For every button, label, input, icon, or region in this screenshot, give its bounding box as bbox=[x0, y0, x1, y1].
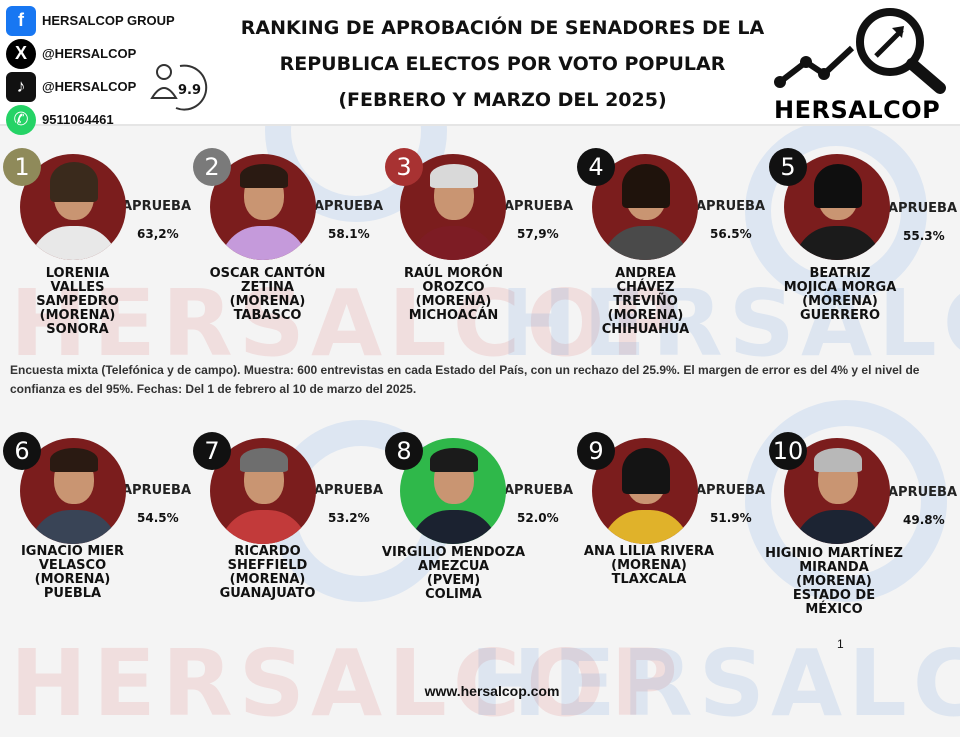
rank-badge: 2 bbox=[193, 148, 231, 186]
approval-label: APRUEBA bbox=[696, 483, 766, 498]
tiktok-handle: @HERSALCOP bbox=[42, 79, 137, 94]
title-line: (FEBRERO Y MARZO DEL 2025) bbox=[338, 89, 667, 111]
approval-percentage: 57,9% bbox=[517, 227, 559, 241]
approval-label: APRUEBA bbox=[314, 199, 384, 214]
approval-label: APRUEBA bbox=[504, 483, 574, 498]
methodology-note: Encuesta mixta (Telefónica y de campo). … bbox=[10, 363, 920, 396]
rank-badge: 1 bbox=[3, 148, 41, 186]
approval-label: APRUEBA bbox=[122, 199, 192, 214]
approval-label: APRUEBA bbox=[888, 485, 958, 500]
approval-percentage: 56.5% bbox=[710, 227, 752, 241]
candidate-name: HIGINIO MARTÍNEZ MIRANDA (MORENA) ESTADO DE… bbox=[765, 546, 903, 617]
title-line: RANKING DE APROBACIÓN DE SENADORES DE LA bbox=[240, 17, 765, 39]
rank-badge: 10 bbox=[769, 432, 807, 470]
social-links: f HERSALCOP GROUP X @HERSALCOP ♪ @HERSAL… bbox=[6, 4, 175, 136]
rank-badge: 7 bbox=[193, 432, 231, 470]
whatsapp-icon: ✆ bbox=[6, 104, 36, 135]
approval-label: APRUEBA bbox=[696, 199, 766, 214]
hersalcop-logo: HERSALCOP bbox=[772, 4, 952, 124]
facebook-icon: f bbox=[6, 5, 36, 36]
website-link[interactable]: www.hersalcop.com bbox=[424, 683, 560, 699]
magnifier-chart-icon bbox=[774, 8, 946, 94]
approval-percentage: 49.8% bbox=[903, 513, 945, 527]
candidate-card: 6 APRUEBA 54.5% IGNACIO MIER VELASCO (MORE… bbox=[0, 424, 192, 624]
candidate-name: LORENIA VALLES SAMPEDRO (MORENA) SONORA bbox=[36, 266, 119, 337]
tiktok-icon: ♪ bbox=[6, 71, 36, 102]
candidate-card: 2 APRUEBA 58.1% OSCAR CANTÓN ZETINA (MOREN… bbox=[190, 140, 384, 340]
approval-percentage: 52.0% bbox=[517, 511, 559, 525]
candidate-name: ANDREA CHÁVEZ TREVIÑO (MORENA) CHIHUAHUA bbox=[601, 266, 690, 337]
x-icon: X bbox=[6, 38, 36, 69]
social-row-tiktok[interactable]: ♪ @HERSALCOP bbox=[6, 70, 175, 103]
rank-badge: 5 bbox=[769, 148, 807, 186]
candidate-card: 9 APRUEBA 51.9% ANA LILIA RIVERA (MORENA)… bbox=[574, 424, 766, 624]
candidate-name: VIRGILIO MENDOZA AMEZCUA (PVEM) COLIMA bbox=[381, 545, 526, 602]
rank-badge: 9 bbox=[577, 432, 615, 470]
logo-text: HERSALCOP bbox=[774, 96, 941, 124]
rank-badge: 4 bbox=[577, 148, 615, 186]
approval-label: APRUEBA bbox=[504, 199, 574, 214]
candidate-card: 3 APRUEBA 57,9% RAÚL MORÓN OROZCO (MORENA)… bbox=[382, 140, 574, 340]
candidate-photo bbox=[400, 154, 506, 260]
header: f HERSALCOP GROUP X @HERSALCOP ♪ @HERSAL… bbox=[0, 0, 960, 135]
approval-percentage: 63,2% bbox=[137, 227, 179, 241]
candidate-card: 1 APRUEBA 63,2% LORENIA VALLES SAMPEDRO (MO… bbox=[0, 140, 192, 340]
approval-percentage: 53.2% bbox=[328, 511, 370, 525]
badge-value: 9.9 bbox=[178, 83, 201, 98]
x-handle: @HERSALCOP bbox=[42, 46, 137, 61]
whatsapp-number: 9511064461 bbox=[42, 112, 114, 127]
page-title: RANKING DE APROBACIÓN DE SENADORES DE LA… bbox=[210, 10, 795, 118]
social-row-x[interactable]: X @HERSALCOP bbox=[6, 37, 175, 70]
candidate-card: 5 APRUEBA 55.3% BEATRIZ MOJICA MORGA (MORE… bbox=[766, 140, 958, 340]
candidate-card: 10 APRUEBA 49.8% HIGINIO MARTÍNEZ MIRANDA… bbox=[765, 424, 958, 624]
rank-badge: 6 bbox=[3, 432, 41, 470]
candidate-card: 7 APRUEBA 53.2% RICARDO SHEFFIELD (MORENA)… bbox=[190, 424, 384, 624]
facebook-handle: HERSALCOP GROUP bbox=[42, 13, 175, 28]
candidate-name: OSCAR CANTÓN ZETINA (MORENA) TABASCO bbox=[209, 266, 326, 323]
candidate-name: RAÚL MORÓN OROZCO (MORENA) MICHOACÁN bbox=[404, 266, 503, 323]
approval-percentage: 51.9% bbox=[710, 511, 752, 525]
approval-label: APRUEBA bbox=[888, 201, 958, 216]
approval-percentage: 55.3% bbox=[903, 229, 945, 243]
approval-label: APRUEBA bbox=[314, 483, 384, 498]
candidate-name: IGNACIO MIER VELASCO (MORENA) PUEBLA bbox=[20, 544, 125, 601]
candidate-name: BEATRIZ MOJICA MORGA (MORENA) GUERRERO bbox=[783, 266, 897, 323]
page-number: 1 bbox=[837, 637, 844, 651]
social-row-facebook[interactable]: f HERSALCOP GROUP bbox=[6, 4, 175, 37]
rating-badge-icon: 9.9 bbox=[150, 64, 208, 111]
rank-badge: 8 bbox=[385, 432, 423, 470]
candidate-card: 4 APRUEBA 56.5% ANDREA CHÁVEZ TREVIÑO (MORE… bbox=[574, 140, 766, 340]
candidate-photo bbox=[784, 438, 890, 544]
candidate-photo bbox=[592, 438, 698, 544]
approval-percentage: 54.5% bbox=[137, 511, 179, 525]
social-row-whatsapp[interactable]: ✆ 9511064461 bbox=[6, 103, 175, 136]
title-line: REPUBLICA ELECTOS POR VOTO POPULAR bbox=[279, 53, 726, 75]
approval-label: APRUEBA bbox=[122, 483, 192, 498]
candidate-card: 8 APRUEBA 52.0% VIRGILIO MENDOZA AMEZCUA(… bbox=[382, 424, 574, 624]
rank-badge: 3 bbox=[385, 148, 423, 186]
candidate-name: ANA LILIA RIVERA (MORENA) TLAXCALA bbox=[583, 544, 715, 587]
approval-percentage: 58.1% bbox=[328, 227, 370, 241]
candidate-name: RICARDO SHEFFIELD (MORENA) GUANAJUATO bbox=[219, 544, 316, 601]
candidate-photo bbox=[20, 438, 126, 544]
